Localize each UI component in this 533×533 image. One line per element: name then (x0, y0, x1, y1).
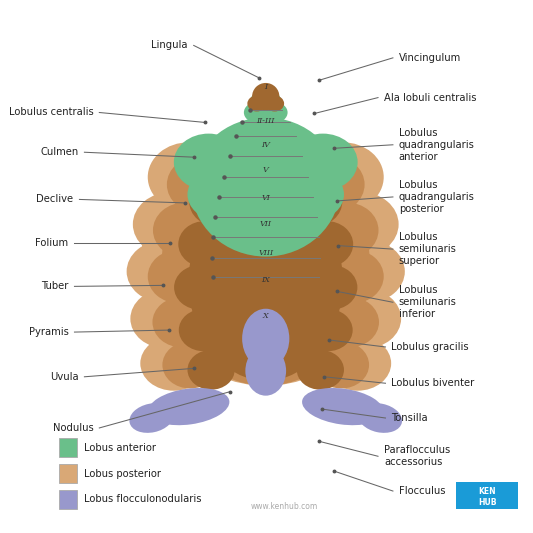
Ellipse shape (302, 142, 384, 212)
Ellipse shape (297, 350, 344, 390)
Text: Declive: Declive (36, 195, 74, 205)
Text: II-III: II-III (256, 117, 275, 125)
Ellipse shape (324, 336, 391, 391)
Text: Tonsilla: Tonsilla (391, 413, 428, 423)
Ellipse shape (161, 147, 370, 386)
Ellipse shape (303, 309, 353, 351)
Ellipse shape (287, 177, 342, 227)
Text: Lobulus
quadrangularis
posterior: Lobulus quadrangularis posterior (399, 180, 475, 214)
Ellipse shape (305, 265, 358, 310)
Text: Pyramis: Pyramis (29, 327, 69, 337)
Text: Vincingulum: Vincingulum (399, 53, 461, 63)
Ellipse shape (140, 336, 207, 391)
Ellipse shape (330, 240, 405, 303)
Ellipse shape (245, 346, 286, 395)
Text: Lobulus centralis: Lobulus centralis (9, 108, 93, 117)
Ellipse shape (248, 90, 284, 125)
Text: Flocculus: Flocculus (399, 486, 446, 496)
Text: Lobulus
semilunaris
superior: Lobulus semilunaris superior (399, 232, 457, 266)
Text: Folium: Folium (35, 238, 69, 248)
Text: Nodulus: Nodulus (53, 423, 93, 433)
Ellipse shape (287, 169, 344, 219)
Ellipse shape (302, 388, 383, 425)
Ellipse shape (242, 309, 289, 368)
Text: I: I (264, 83, 267, 91)
Ellipse shape (313, 341, 369, 389)
Ellipse shape (174, 265, 226, 310)
Ellipse shape (314, 203, 378, 258)
Ellipse shape (321, 192, 399, 256)
Ellipse shape (188, 169, 245, 219)
Ellipse shape (174, 134, 244, 191)
Ellipse shape (163, 341, 218, 389)
Text: Lobulus
semilunaris
inferior: Lobulus semilunaris inferior (399, 285, 457, 319)
Text: IV: IV (261, 141, 270, 149)
Ellipse shape (130, 403, 174, 433)
Ellipse shape (188, 350, 235, 390)
Text: V: V (263, 166, 269, 174)
FancyBboxPatch shape (59, 464, 77, 483)
Ellipse shape (148, 388, 229, 425)
Ellipse shape (152, 297, 212, 348)
Text: Tuber: Tuber (41, 281, 69, 292)
Ellipse shape (167, 155, 236, 214)
Text: VIII: VIII (258, 248, 273, 256)
Ellipse shape (319, 297, 379, 348)
Text: Lingula: Lingula (151, 41, 188, 51)
Ellipse shape (133, 192, 210, 256)
Ellipse shape (288, 134, 358, 191)
Ellipse shape (179, 221, 232, 267)
Text: X: X (263, 312, 269, 320)
Ellipse shape (252, 83, 279, 110)
FancyBboxPatch shape (456, 482, 518, 509)
Text: VII: VII (260, 220, 272, 228)
Text: www.kenhub.com: www.kenhub.com (251, 502, 318, 511)
Text: VI: VI (261, 194, 270, 202)
Ellipse shape (179, 309, 229, 351)
Ellipse shape (296, 155, 365, 214)
Text: Lobus posterior: Lobus posterior (84, 469, 161, 479)
Ellipse shape (321, 249, 384, 303)
Ellipse shape (264, 102, 288, 123)
Ellipse shape (191, 117, 340, 256)
Ellipse shape (189, 177, 245, 227)
Ellipse shape (265, 95, 284, 111)
Text: Culmen: Culmen (40, 147, 78, 157)
Ellipse shape (358, 403, 402, 433)
Text: Uvula: Uvula (50, 372, 78, 382)
Ellipse shape (300, 221, 353, 267)
Ellipse shape (153, 203, 217, 258)
Ellipse shape (329, 289, 401, 349)
Ellipse shape (189, 182, 343, 381)
Text: Lobulus
quadrangularis
anterior: Lobulus quadrangularis anterior (399, 128, 475, 162)
Ellipse shape (148, 249, 210, 303)
Text: Ala lobuli centralis: Ala lobuli centralis (384, 93, 477, 102)
Ellipse shape (247, 95, 266, 111)
Ellipse shape (127, 240, 201, 303)
Text: Paraflocculus
accessorius: Paraflocculus accessorius (384, 445, 450, 467)
Text: Lobulus biventer: Lobulus biventer (391, 378, 475, 388)
Text: Lobus flocculonodularis: Lobus flocculonodularis (84, 495, 202, 505)
FancyBboxPatch shape (59, 438, 77, 457)
Ellipse shape (244, 102, 268, 123)
FancyBboxPatch shape (59, 490, 77, 509)
Ellipse shape (142, 127, 390, 386)
Ellipse shape (148, 142, 230, 212)
Text: Lobulus gracilis: Lobulus gracilis (391, 342, 469, 352)
Text: KEN: KEN (478, 487, 496, 496)
Ellipse shape (131, 289, 203, 349)
Text: Lobus anterior: Lobus anterior (84, 443, 156, 453)
Text: HUB: HUB (478, 498, 496, 506)
Text: IX: IX (261, 277, 270, 285)
